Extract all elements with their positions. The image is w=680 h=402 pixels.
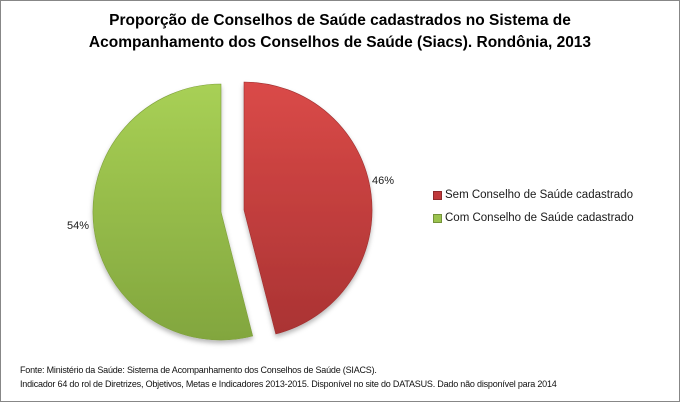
chart-title: Proporção de Conselhos de Saúde cadastra… bbox=[0, 10, 680, 54]
legend-label: Com Conselho de Saúde cadastrado bbox=[445, 212, 634, 224]
legend-label: Sem Conselho de Saúde cadastrado bbox=[445, 189, 633, 201]
chart-title-line-2: Acompanhamento dos Conselhos de Saúde (S… bbox=[88, 34, 592, 51]
legend-swatch-red-icon bbox=[433, 190, 442, 200]
legend-item-sem-conselho[interactable]: Sem Conselho de Saúde cadastrado bbox=[433, 188, 634, 202]
chart-title-line-1: Proporção de Conselhos de Saúde cadastra… bbox=[109, 12, 571, 29]
data-label-46: 46% bbox=[372, 175, 395, 187]
source-line-2: Indicador 64 do rol de Diretrizes, Objet… bbox=[20, 378, 557, 389]
legend-item-com-conselho[interactable]: Com Conselho de Saúde cadastrado bbox=[433, 211, 634, 225]
data-label-54: 54% bbox=[67, 220, 90, 232]
pie-slice-sem-conselho[interactable] bbox=[243, 81, 373, 335]
source-note: Fonte: Ministério da Saúde: Sistema de A… bbox=[20, 364, 557, 391]
source-line-1: Fonte: Ministério da Saúde: Sistema de A… bbox=[20, 365, 377, 375]
pie-slice-com-conselho[interactable] bbox=[92, 83, 254, 341]
legend-swatch-green-icon bbox=[433, 213, 442, 223]
legend: Sem Conselho de Saúde cadastrado Com Con… bbox=[433, 188, 634, 234]
